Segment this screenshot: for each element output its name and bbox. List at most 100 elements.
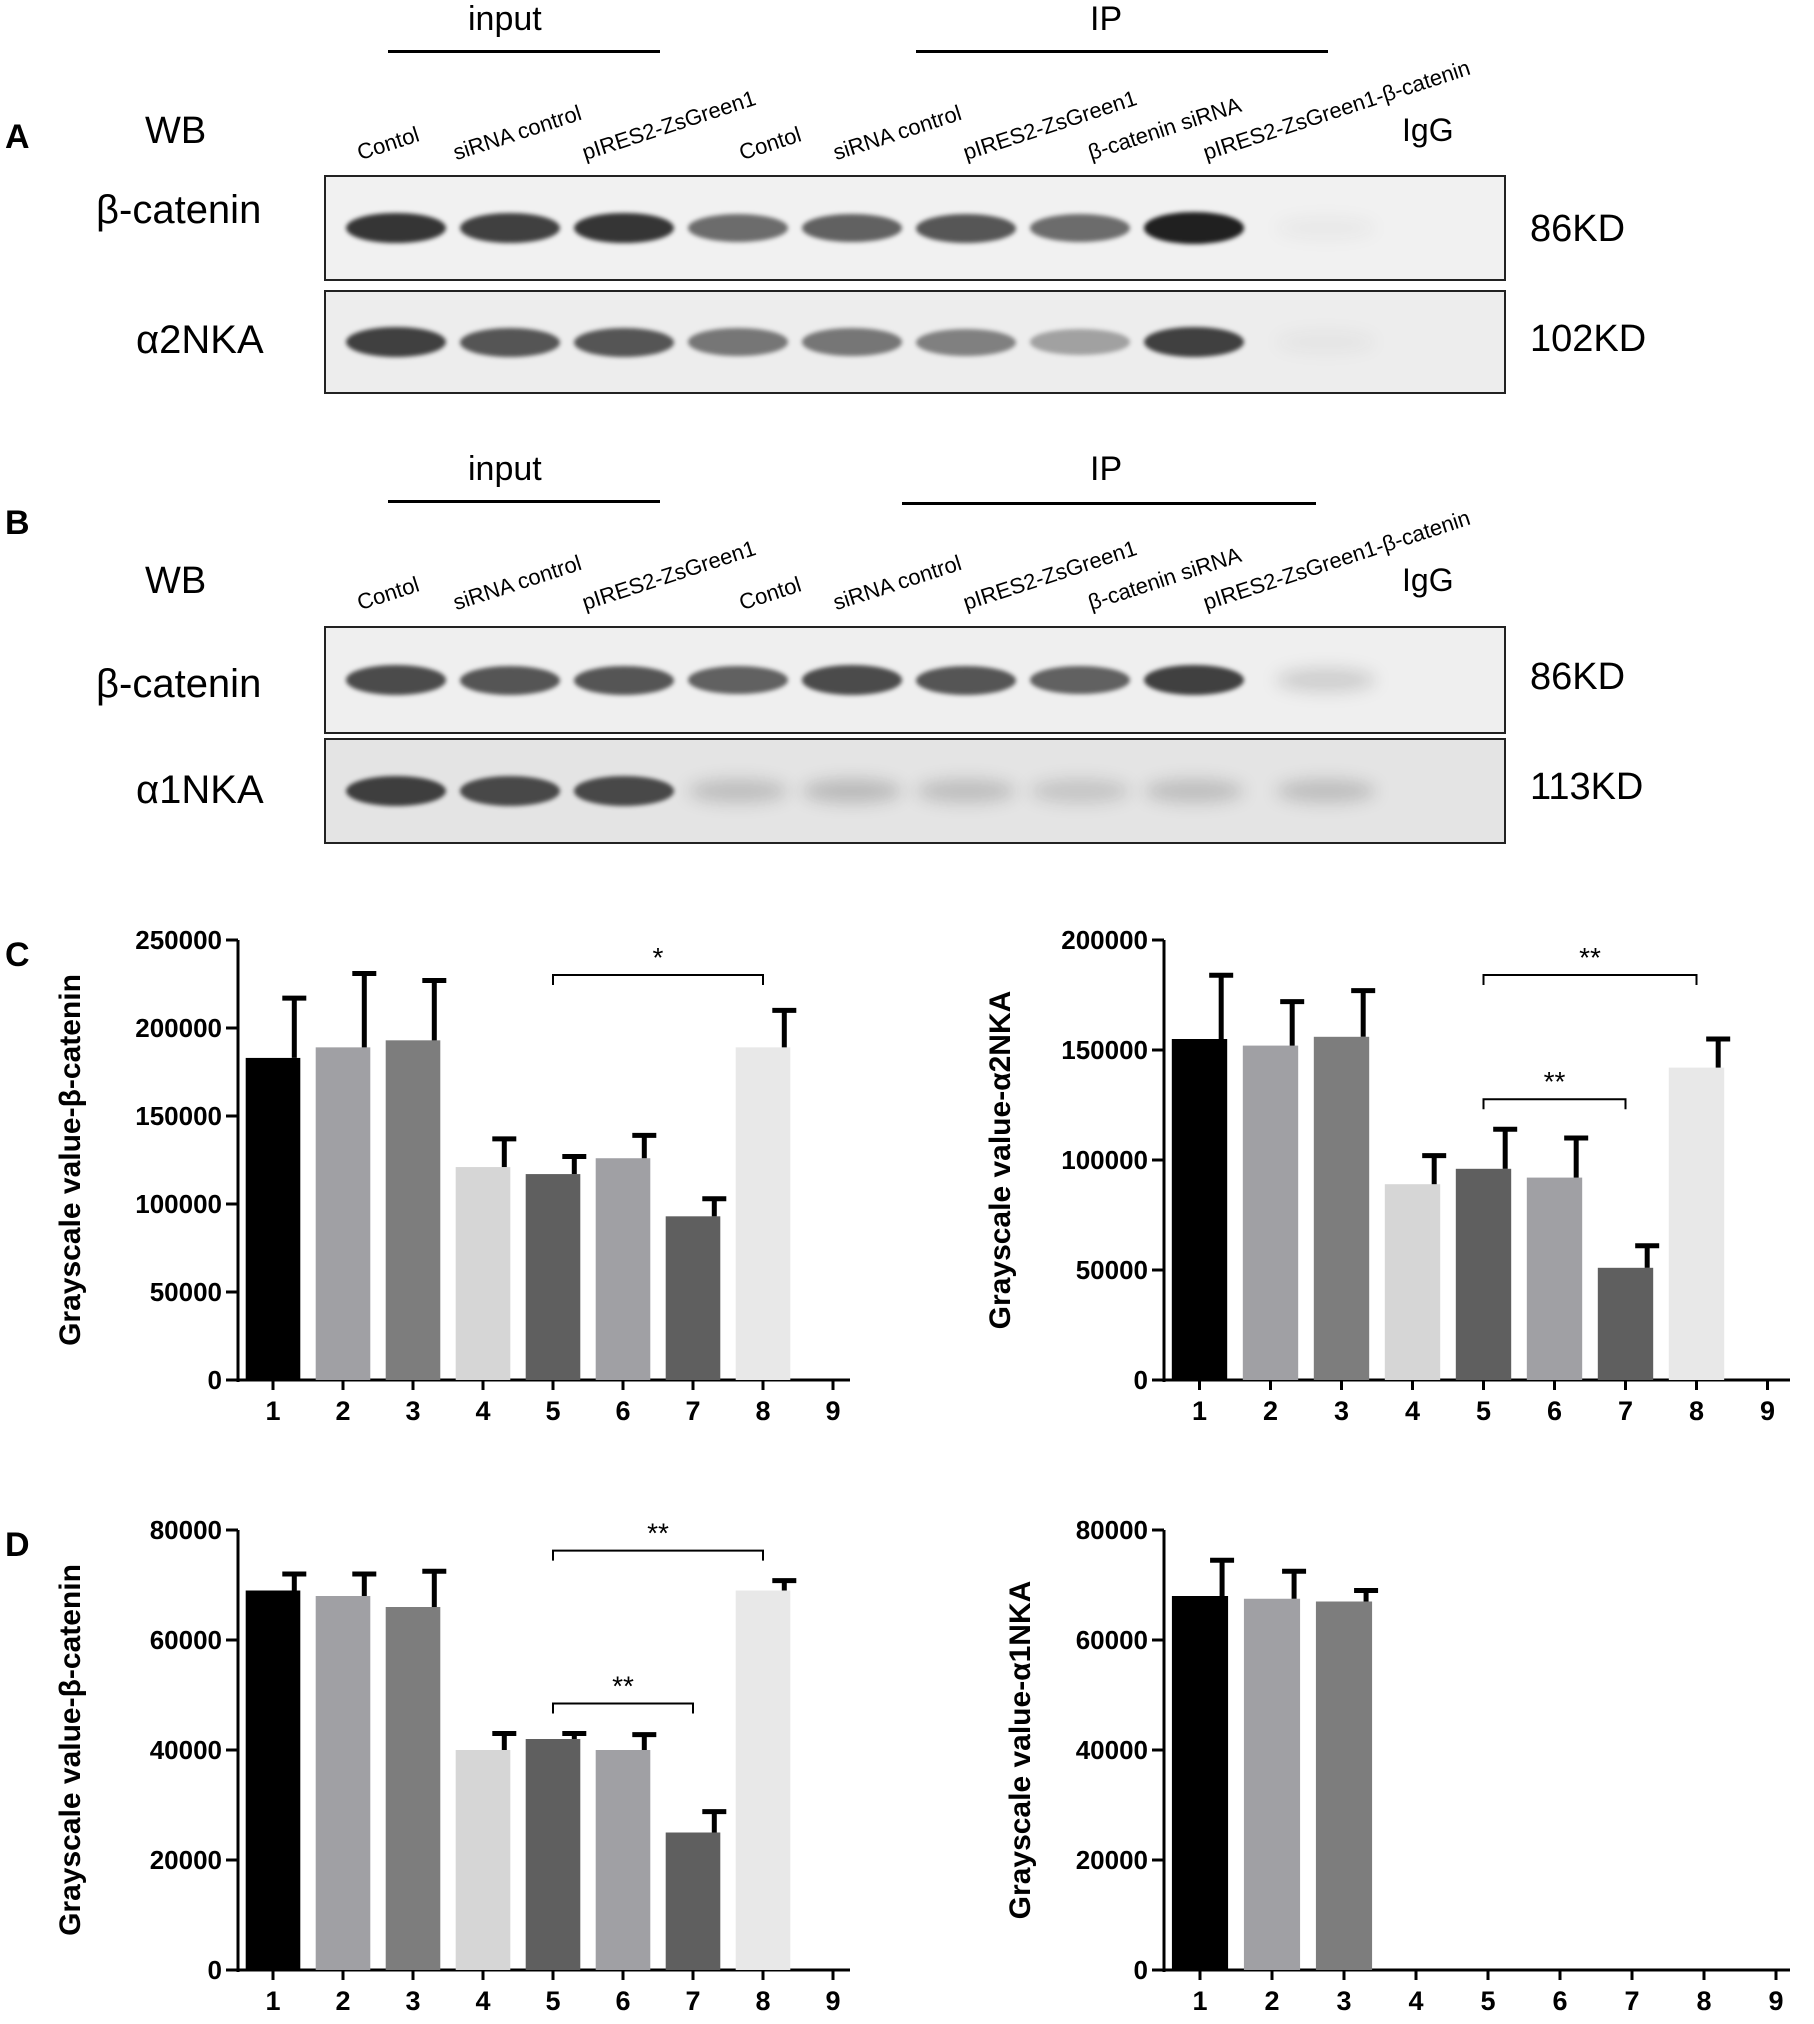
bar [385,1607,441,1970]
y-tick-label: 0 [208,1955,222,1985]
bar [1526,1177,1583,1380]
x-tick-label: 5 [1480,1986,1495,2016]
bar-chart-d-beta-catenin: 0 20000 40000 60000 80000 Grayscale value-β-c… [54,1515,850,2016]
blot-band [688,779,788,803]
x-tick-label: 6 [615,1396,630,1426]
x-tick-label: 8 [1696,1986,1711,2016]
bar [315,1047,371,1380]
x-tick-label: 6 [1552,1986,1567,2016]
blot-band [1030,214,1130,242]
row-label-a-2: α2NKA [136,318,264,362]
blot-band [916,213,1016,243]
blot-band [1144,212,1244,244]
ip-label-b: IP [1090,450,1123,488]
blot-band [460,213,560,243]
lane-label-a-1: Contol [353,121,423,166]
y-tick-label: 0 [208,1365,222,1395]
wb-label-b: WB [145,560,207,602]
x-tick-label: 5 [545,1396,560,1426]
x-tick-label: 9 [825,1396,840,1426]
bar [245,1590,301,1970]
bar-chart-c-beta-catenin: 0 50000 100000 150000 200000 250000 Grayscale … [54,925,850,1426]
bar [455,1167,511,1380]
blot-band [460,665,560,695]
x-tick-label: 3 [1334,1396,1349,1426]
panel-letter-d: D [5,1526,30,1564]
blot-band [346,776,446,806]
bar [525,1739,581,1970]
bar [1668,1067,1725,1380]
blot-band [460,327,560,357]
ip-label-a: IP [1090,0,1123,38]
blot-band [1276,330,1376,354]
blot-a-2 [324,290,1506,394]
x-tick-label: 3 [405,1396,420,1426]
panel-letter-b: B [5,504,30,542]
x-tick-label: 3 [405,1986,420,2016]
x-tick-label: 1 [1192,1986,1207,2016]
x-tick-label: 2 [335,1986,350,2016]
x-tick-label: 7 [685,1396,700,1426]
x-tick-label: 2 [1264,1986,1279,2016]
x-tick-label: 6 [615,1986,630,2016]
y-tick-label: 60000 [1076,1625,1148,1655]
y-tick-label: 20000 [1076,1845,1148,1875]
significance-bracket [1482,1098,1627,1110]
x-tick-label: 9 [825,1986,840,2016]
x-tick-label: 1 [265,1396,280,1426]
y-tick-label: 200000 [1061,925,1148,955]
blot-band [802,779,902,803]
significance-label: ** [647,1518,669,1549]
significance-bracket [552,1549,764,1561]
blot-band [1276,779,1376,803]
bar [735,1047,791,1380]
bar [1597,1267,1654,1380]
blot-band [574,327,674,357]
y-tick-label: 20000 [150,1845,222,1875]
panel-letter-a: A [5,118,30,156]
blot-band [916,328,1016,356]
ip-line-a [916,50,1328,53]
blot-band [688,214,788,242]
row-label-b-1: β-catenin [96,662,262,706]
x-tick-label: 9 [1760,1396,1775,1426]
lane-label-b-3: pIRES2-ZsGreen1 [578,535,759,616]
y-axis-label: Grayscale value-β-catenin [54,974,87,1346]
bar-chart-d-alpha1nka: 0 20000 40000 60000 80000 Grayscale value-α1N… [1004,1515,1790,2016]
bar [665,1832,721,1970]
lane-label-b-4: Contol [735,571,805,616]
bar [245,1057,301,1380]
bar-chart-c-alpha2nka: 0 50000 100000 150000 200000 Grayscale value-… [984,925,1790,1426]
y-tick-label: 150000 [1061,1035,1148,1065]
blot-band [1276,668,1376,692]
y-tick-label: 200000 [135,1013,222,1043]
bar [525,1174,581,1380]
y-axis-label: Grayscale value-β-catenin [54,1564,87,1936]
lane-label-b-2: siRNA control [449,550,585,616]
blot-band [574,776,674,806]
input-label-b: input [468,450,542,488]
blot-band [688,665,788,695]
lane-label-b-1: Contol [353,571,423,616]
blot-band [688,328,788,356]
y-tick-label: 100000 [1061,1145,1148,1175]
x-tick-label: 8 [755,1986,770,2016]
significance-label: * [653,942,664,973]
x-tick-label: 8 [755,1396,770,1426]
blot-band [916,779,1016,803]
input-label-a: input [468,0,542,38]
lane-label-a-2: siRNA control [449,100,585,166]
bar [315,1596,371,1970]
kd-label-a-2: 102KD [1530,318,1647,360]
x-tick-label: 6 [1547,1396,1562,1426]
bar [1171,1039,1228,1380]
blot-band [1030,779,1130,803]
blot-band [346,212,446,244]
bar [1315,1601,1373,1970]
x-tick-label: 4 [1408,1986,1423,2016]
bar [1243,1598,1301,1970]
y-tick-label: 80000 [1076,1515,1148,1545]
y-tick-label: 40000 [150,1735,222,1765]
blot-band [1144,327,1244,357]
y-tick-label: 50000 [1076,1255,1148,1285]
